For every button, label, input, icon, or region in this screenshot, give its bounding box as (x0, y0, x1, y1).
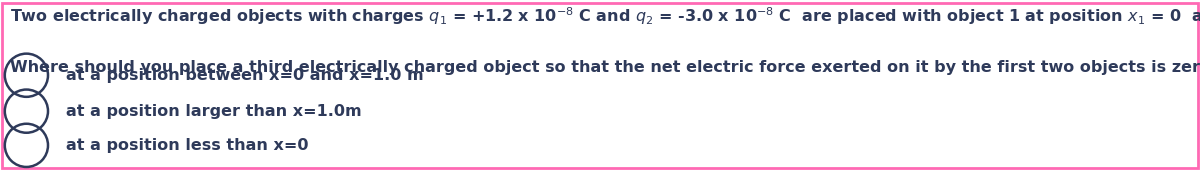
Text: Where should you place a third electrically charged object so that the net elect: Where should you place a third electrica… (10, 60, 1200, 75)
Text: at a position between x=0 and x=1.0 m: at a position between x=0 and x=1.0 m (66, 68, 424, 83)
Text: Two electrically charged objects with charges $q_1$ = +1.2 x 10$^{-8}$ C and $q_: Two electrically charged objects with ch… (10, 5, 1200, 27)
Text: at a position less than x=0: at a position less than x=0 (66, 138, 308, 153)
Text: at a position larger than x=1.0m: at a position larger than x=1.0m (66, 104, 361, 119)
